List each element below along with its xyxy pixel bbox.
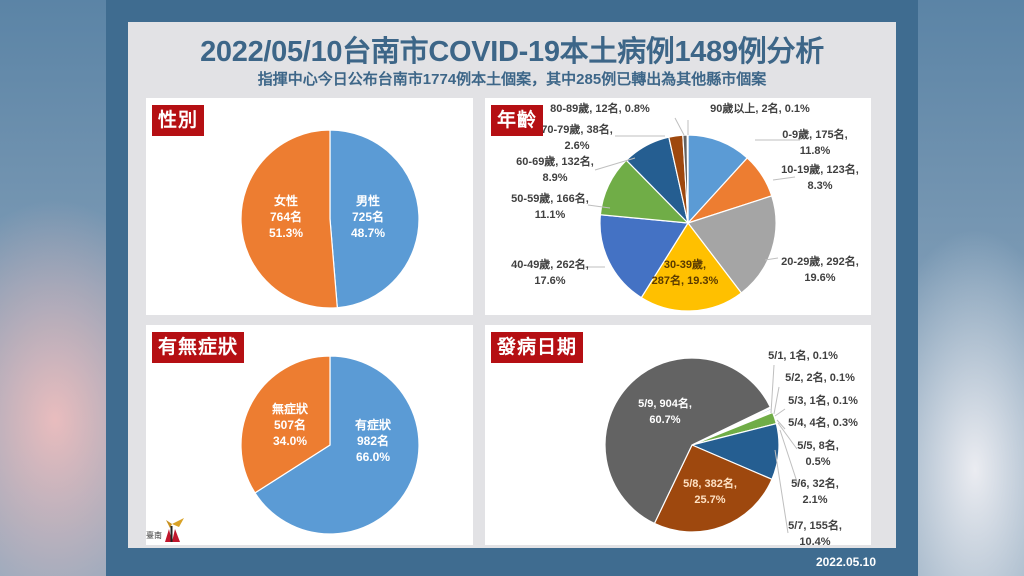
pie-slice-90歲以上 — [686, 134, 689, 224]
pie-slice-無症狀 — [240, 355, 331, 494]
slice-label-line1: 5/8, 382名, — [683, 476, 737, 490]
leader-line — [764, 257, 779, 261]
slice-label-line2: 2.6% — [564, 140, 589, 152]
gender-tag: 性別 — [152, 105, 205, 136]
slice-label-line2: 287名, 19.3% — [652, 273, 719, 287]
slice-label-count: 507名 — [274, 417, 306, 432]
slice-label-line1: 80-89歲, 12名, 0.8% — [550, 101, 650, 115]
pie-slice-女性 — [240, 129, 338, 309]
leader-line — [674, 117, 685, 136]
slice-label-line1: 60-69歲, 132名, — [516, 154, 594, 168]
slice-label-name: 女性 — [274, 193, 298, 208]
age-tag: 年齡 — [491, 105, 544, 136]
slice-label-line1: 70-79歲, 38名, — [541, 122, 613, 136]
page-subtitle: 指揮中心今日公布台南市1774例本土個案，其中285例已轉出為其他縣市個案 — [257, 71, 767, 88]
slice-label-line1: 30-39歲, — [664, 257, 706, 271]
slice-label-line1: 50-59歲, 166名, — [511, 191, 589, 205]
slice-label-line1: 5/6, 32名, — [791, 476, 839, 490]
slice-label-line2: 60.7% — [649, 414, 680, 426]
slice-label-line2: 19.6% — [804, 272, 835, 284]
slice-label-line1: 10-19歲, 123名, — [781, 162, 859, 176]
slice-label-count: 764名 — [270, 209, 302, 224]
pie-slice-5/8 — [653, 444, 773, 533]
slice-label-line1: 5/1, 1名, 0.1% — [768, 348, 838, 362]
leader-line — [776, 419, 786, 430]
leader-line — [587, 204, 611, 209]
slice-label-line2: 11.8% — [800, 145, 831, 157]
leader-line — [773, 386, 780, 415]
symptom-card: 有症狀 982名 66.0% 無症狀 507名 34.0% 有無症狀 — [146, 325, 473, 545]
slice-label-line1: 5/4, 4名, 0.3% — [788, 415, 858, 429]
leader-line — [774, 408, 786, 417]
slice-label-line1: 5/9, 904名, — [638, 396, 692, 410]
slice-label-line2: 0.5% — [805, 456, 830, 468]
slice-label-line1: 20-29歲, 292名, — [781, 254, 859, 268]
slice-label-name: 無症狀 — [272, 401, 309, 416]
slice-label-line1: 5/2, 2名, 0.1% — [785, 370, 855, 384]
pie-slice-男性 — [329, 129, 420, 309]
leader-line — [777, 422, 798, 450]
slice-label-line1: 5/3, 1名, 0.1% — [788, 393, 858, 407]
slice-label-count: 725名 — [352, 209, 384, 224]
pie-slice-40-49歲 — [599, 214, 690, 299]
slice-label-percent: 66.0% — [356, 450, 390, 464]
leader-line — [774, 449, 789, 534]
onset-card: 5/1, 1名, 0.1% 5/2, 2名, 0.1% 5/3, 1名, 0.1% 5… — [485, 325, 871, 545]
slice-label-percent: 34.0% — [273, 434, 307, 448]
symptom-tag: 有無症狀 — [152, 332, 245, 363]
slice-label-name: 男性 — [356, 193, 380, 208]
slice-label-line2: 17.6% — [534, 275, 565, 287]
slice-label-line1: 0-9歲, 175名, — [782, 127, 847, 141]
logo-text: 臺南 — [146, 530, 162, 540]
pie-slice-30-39歲 — [640, 221, 743, 312]
slice-label-percent: 51.3% — [269, 226, 303, 240]
page-title: 2022/05/10台南市COVID-19本土病例1489例分析 — [200, 36, 824, 68]
slice-label-line1: 5/7, 155名, — [788, 518, 842, 532]
tainan-logo-icon: 臺南 — [146, 518, 184, 542]
pie-slice-有症狀 — [254, 355, 420, 535]
slice-label-line1: 40-49歲, 262名, — [511, 257, 589, 271]
leader-line — [772, 176, 796, 181]
slice-label-percent: 48.7% — [351, 226, 385, 240]
slice-label-line2: 25.7% — [694, 494, 725, 506]
slice-label-line2: 10.4% — [799, 536, 830, 545]
slice-label-line1: 5/5, 8名, — [797, 438, 839, 452]
leader-line — [770, 364, 775, 414]
slice-label-line2: 8.3% — [807, 180, 832, 192]
pie-slice-5/9 — [604, 357, 772, 525]
pie-slice-0-9歲 — [687, 134, 749, 225]
slice-label-line2: 2.1% — [802, 494, 827, 506]
gender-card: 男性 725名 48.7% 女性 764名 51.3% 性別 — [146, 98, 473, 315]
slice-label-line2: 11.1% — [535, 209, 566, 221]
slice-label-line2: 8.9% — [542, 172, 567, 184]
leader-line — [779, 429, 799, 486]
leader-line — [594, 157, 636, 171]
pie-slice-20-29歲 — [687, 195, 777, 294]
age-card: 0-9歲, 175名, 11.8% 10-19歲, 123名, 8.3% 20-29歲,… — [485, 98, 871, 315]
footer-date: 2022.05.10 — [815, 555, 876, 569]
slice-label-line1: 90歲以上, 2名, 0.1% — [710, 101, 810, 115]
onset-tag: 發病日期 — [491, 332, 584, 363]
slice-label-name: 有症狀 — [355, 417, 392, 432]
onset-pie-chart: 5/1, 1名, 0.1% 5/2, 2名, 0.1% 5/3, 1名, 0.1% 5… — [604, 348, 858, 545]
slice-label-count: 982名 — [357, 433, 389, 448]
age-pie-chart: 0-9歲, 175名, 11.8% 10-19歲, 123名, 8.3% 20-29歲,… — [511, 101, 859, 312]
